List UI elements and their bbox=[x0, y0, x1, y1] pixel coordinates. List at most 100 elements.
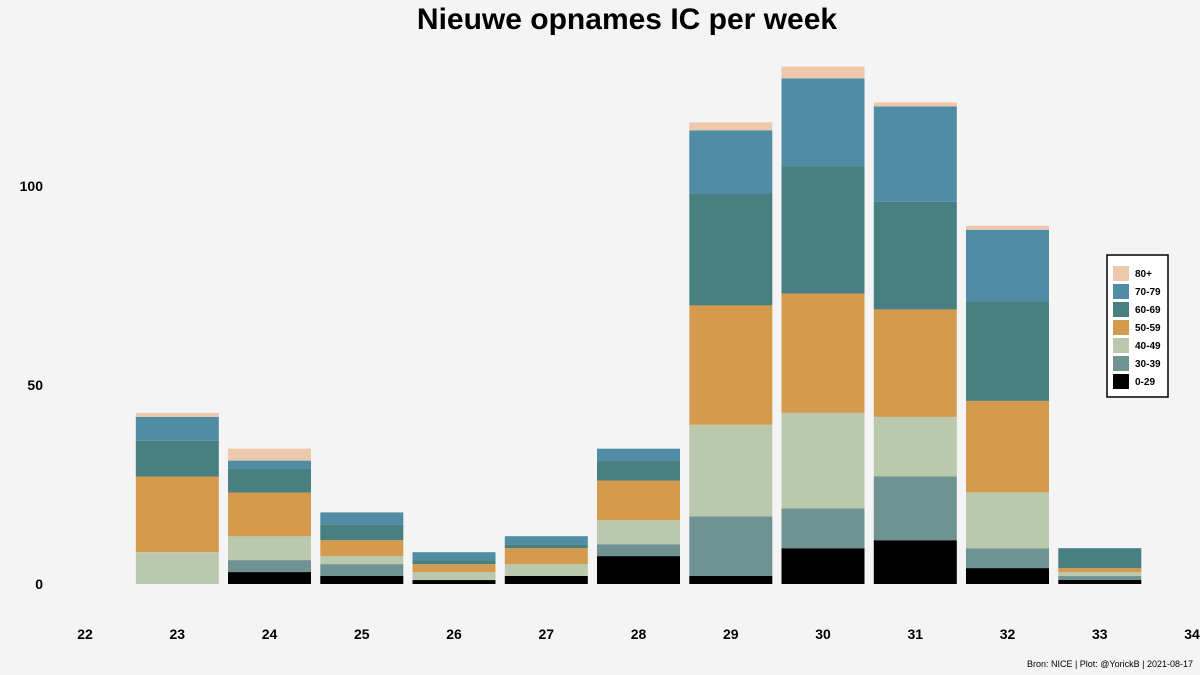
bar-segment-week-32-60-69 bbox=[966, 301, 1049, 401]
legend-swatch-40-49 bbox=[1113, 338, 1129, 353]
legend-swatch-30-39 bbox=[1113, 356, 1129, 371]
bar-segment-week-24-70-79 bbox=[228, 460, 311, 469]
bar-segment-week-29-70-79 bbox=[689, 130, 773, 194]
legend-label-50-59: 50-59 bbox=[1135, 323, 1161, 334]
legend-label-30-39: 30-39 bbox=[1135, 359, 1161, 370]
bar-segment-week-29-0-29 bbox=[689, 576, 773, 584]
legend-swatch-70-79 bbox=[1113, 284, 1129, 299]
x-tick-label: 24 bbox=[262, 626, 278, 642]
bar-segment-week-27-70-79 bbox=[504, 536, 588, 545]
bars-layer bbox=[135, 66, 1142, 584]
x-tick-label: 32 bbox=[1000, 626, 1016, 642]
bar-segment-week-28-0-29 bbox=[597, 556, 680, 584]
y-tick-label: 0 bbox=[35, 576, 43, 592]
bar-segment-week-32-50-59 bbox=[966, 400, 1049, 493]
y-tick-label: 100 bbox=[20, 178, 44, 194]
bar-segment-week-23-40-49 bbox=[135, 552, 219, 584]
y-tick-label: 50 bbox=[27, 377, 43, 393]
x-tick-label: 34 bbox=[1184, 626, 1200, 642]
bar-segment-week-28-50-59 bbox=[597, 480, 680, 521]
x-tick-label: 27 bbox=[539, 626, 555, 642]
bar-segment-week-24-80+ bbox=[228, 448, 311, 461]
legend-swatch-80+ bbox=[1113, 266, 1129, 281]
bar-segment-week-28-70-79 bbox=[597, 448, 680, 461]
bar-segment-week-33-60-69 bbox=[1058, 548, 1142, 569]
bar-segment-week-31-50-59 bbox=[873, 309, 957, 417]
bar-segment-week-26-0-29 bbox=[412, 580, 496, 584]
x-tick-label: 26 bbox=[446, 626, 462, 642]
bar-segment-week-23-60-69 bbox=[135, 440, 219, 477]
source-caption: Bron: NICE | Plot: @YorickB | 2021-08-17 bbox=[1027, 659, 1193, 669]
bar-segment-week-24-50-59 bbox=[228, 492, 311, 537]
legend-label-70-79: 70-79 bbox=[1135, 287, 1161, 298]
bar-segment-week-24-60-69 bbox=[228, 468, 311, 493]
bar-segment-week-27-60-69 bbox=[504, 544, 588, 549]
bar-segment-week-33-50-59 bbox=[1058, 568, 1142, 573]
bar-segment-week-26-50-59 bbox=[412, 564, 496, 573]
bar-segment-week-25-70-79 bbox=[320, 512, 404, 525]
bar-segment-week-25-30-39 bbox=[320, 564, 404, 576]
x-axis: 22 23 24 25 26 27 28 29 30 31 32 33 34 bbox=[77, 626, 1200, 642]
x-tick-label: 28 bbox=[631, 626, 647, 642]
bar-segment-week-28-60-69 bbox=[597, 460, 680, 481]
bar-segment-week-33-40-49 bbox=[1058, 572, 1142, 577]
bar-segment-week-30-50-59 bbox=[781, 293, 865, 413]
legend-label-40-49: 40-49 bbox=[1135, 341, 1161, 352]
x-tick-label: 30 bbox=[815, 626, 831, 642]
bar-segment-week-29-40-49 bbox=[689, 424, 773, 517]
bar-segment-week-29-80+ bbox=[689, 122, 773, 131]
bar-segment-week-27-50-59 bbox=[504, 548, 588, 565]
y-axis: 0 50 100 bbox=[20, 178, 44, 592]
legend-swatch-60-69 bbox=[1113, 302, 1129, 317]
bar-segment-week-31-60-69 bbox=[873, 201, 957, 310]
bar-segment-week-28-40-49 bbox=[597, 520, 680, 545]
legend-label-60-69: 60-69 bbox=[1135, 305, 1161, 316]
bar-segment-week-32-40-49 bbox=[966, 492, 1049, 549]
bar-segment-week-32-30-39 bbox=[966, 548, 1049, 569]
bar-segment-week-33-30-39 bbox=[1058, 576, 1142, 580]
legend-swatch-50-59 bbox=[1113, 320, 1129, 335]
bar-segment-week-29-30-39 bbox=[689, 516, 773, 576]
x-tick-label: 23 bbox=[170, 626, 186, 642]
bar-segment-week-29-50-59 bbox=[689, 305, 773, 425]
bar-segment-week-31-80+ bbox=[873, 102, 957, 107]
bar-segment-week-28-30-39 bbox=[597, 544, 680, 557]
bar-segment-week-27-40-49 bbox=[504, 564, 588, 576]
bar-segment-week-31-70-79 bbox=[873, 106, 957, 202]
x-tick-label: 25 bbox=[354, 626, 370, 642]
bar-segment-week-29-60-69 bbox=[689, 194, 773, 306]
bar-segment-week-30-40-49 bbox=[781, 412, 865, 509]
bar-segment-week-32-70-79 bbox=[966, 229, 1049, 302]
x-tick-label: 29 bbox=[723, 626, 739, 642]
bar-segment-week-25-60-69 bbox=[320, 524, 404, 541]
chart-title: Nieuwe opnames IC per week bbox=[417, 3, 837, 36]
bar-segment-week-32-80+ bbox=[966, 225, 1049, 230]
bar-segment-week-23-80+ bbox=[135, 412, 219, 417]
bar-segment-week-31-30-39 bbox=[873, 476, 957, 541]
bar-segment-week-26-60-69 bbox=[412, 560, 496, 565]
bar-segment-week-30-30-39 bbox=[781, 508, 865, 549]
bar-segment-week-31-40-49 bbox=[873, 416, 957, 477]
bar-segment-week-26-40-49 bbox=[412, 572, 496, 581]
bar-segment-week-30-60-69 bbox=[781, 166, 865, 294]
bar-segment-week-25-0-29 bbox=[320, 576, 404, 584]
x-tick-label: 33 bbox=[1092, 626, 1108, 642]
bar-segment-week-31-0-29 bbox=[873, 540, 957, 584]
x-tick-label: 22 bbox=[77, 626, 93, 642]
bar-segment-week-27-0-29 bbox=[504, 576, 588, 584]
bar-segment-week-30-80+ bbox=[781, 66, 865, 79]
x-tick-label: 31 bbox=[908, 626, 924, 642]
legend-label-80+: 80+ bbox=[1135, 269, 1152, 280]
legend-label-0-29: 0-29 bbox=[1135, 377, 1155, 388]
bar-segment-week-24-40-49 bbox=[228, 536, 311, 561]
bar-segment-week-23-50-59 bbox=[135, 476, 219, 553]
bar-segment-week-30-70-79 bbox=[781, 78, 865, 167]
bar-segment-week-33-0-29 bbox=[1058, 580, 1142, 584]
legend-swatch-0-29 bbox=[1113, 374, 1129, 389]
legend: 80+ 70-79 60-69 50-59 40-49 30-39 0-29 bbox=[1106, 254, 1169, 398]
bar-segment-week-26-70-79 bbox=[412, 552, 496, 561]
bar-segment-week-30-0-29 bbox=[781, 548, 865, 584]
bar-segment-week-24-0-29 bbox=[228, 572, 311, 584]
bar-segment-week-25-40-49 bbox=[320, 556, 404, 565]
